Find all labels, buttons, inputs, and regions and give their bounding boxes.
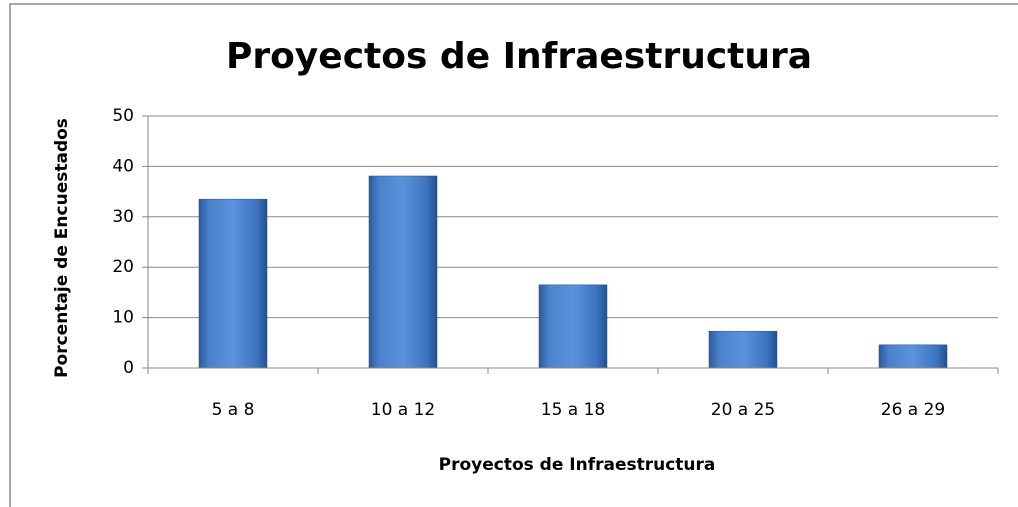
y-tick-label: 50 — [112, 106, 134, 126]
y-axis-label: Porcentaje de Encuestados — [52, 118, 72, 378]
x-tick-label: 10 a 12 — [371, 400, 436, 420]
bar — [538, 284, 608, 369]
y-tick-label: 30 — [112, 207, 134, 227]
bar — [368, 175, 438, 369]
chart-frame — [9, 3, 1018, 507]
y-tick-label: 0 — [123, 358, 134, 378]
y-tick-label: 10 — [112, 308, 134, 328]
bar — [878, 344, 948, 369]
x-tick-label: 5 a 8 — [212, 400, 255, 420]
bar — [198, 198, 268, 369]
bar — [708, 330, 778, 369]
x-tick-label: 26 a 29 — [881, 400, 946, 420]
y-tick-label: 40 — [112, 156, 134, 176]
y-tick-label: 20 — [112, 257, 134, 277]
x-tick-label: 20 a 25 — [711, 400, 776, 420]
x-tick-label: 15 a 18 — [541, 400, 606, 420]
chart-title: Proyectos de Infraestructura — [226, 36, 812, 77]
x-axis-label: Proyectos de Infraestructura — [439, 455, 716, 475]
